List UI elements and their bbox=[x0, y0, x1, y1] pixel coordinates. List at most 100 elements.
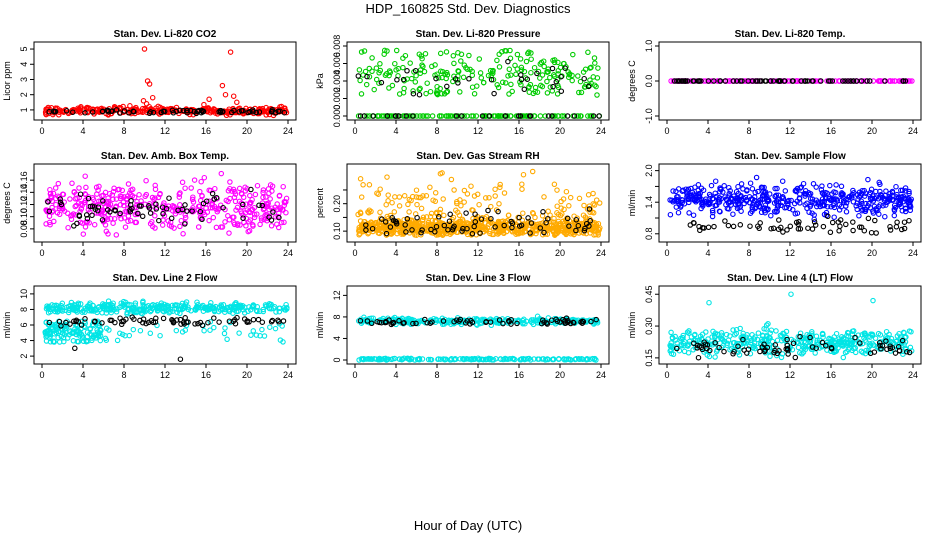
data-point bbox=[383, 319, 389, 326]
y-axis-label: degrees C bbox=[627, 60, 637, 102]
data-point bbox=[382, 219, 389, 225]
data-point bbox=[861, 227, 868, 234]
data-point bbox=[268, 223, 275, 229]
data-point bbox=[175, 306, 182, 312]
data-point bbox=[180, 305, 187, 312]
data-point bbox=[828, 203, 834, 210]
data-point bbox=[125, 181, 132, 187]
data-point bbox=[734, 195, 741, 202]
data-point bbox=[124, 301, 130, 308]
y-tick-label: 1.4 bbox=[644, 196, 654, 209]
data-point bbox=[716, 344, 722, 351]
y-tick-label: 2.0 bbox=[644, 164, 654, 177]
data-point bbox=[757, 348, 763, 355]
data-point bbox=[452, 76, 459, 82]
data-point bbox=[585, 83, 592, 90]
data-point bbox=[840, 78, 846, 84]
data-point bbox=[513, 71, 519, 78]
data-point bbox=[670, 188, 676, 194]
data-point bbox=[256, 202, 262, 209]
data-point bbox=[78, 318, 85, 325]
data-points bbox=[42, 46, 290, 119]
data-point bbox=[107, 209, 113, 215]
data-point bbox=[752, 345, 758, 352]
x-tick-label: 8 bbox=[121, 370, 126, 380]
series-zero-line bbox=[356, 355, 599, 363]
data-point bbox=[556, 356, 562, 363]
data-point bbox=[861, 330, 867, 337]
data-point bbox=[131, 194, 138, 201]
data-point bbox=[736, 340, 743, 347]
data-point bbox=[820, 334, 826, 340]
data-point bbox=[790, 338, 797, 344]
data-point bbox=[507, 356, 513, 362]
data-point bbox=[197, 197, 204, 204]
data-point bbox=[87, 203, 94, 210]
data-point bbox=[401, 320, 407, 326]
data-point bbox=[554, 187, 560, 193]
data-point bbox=[355, 211, 361, 218]
data-point bbox=[557, 319, 563, 325]
data-point bbox=[113, 232, 120, 238]
data-point bbox=[587, 356, 593, 362]
data-point bbox=[439, 321, 446, 328]
data-point bbox=[578, 355, 585, 362]
data-point bbox=[57, 199, 64, 206]
data-point bbox=[71, 318, 77, 325]
data-point bbox=[73, 328, 79, 334]
data-point bbox=[456, 225, 462, 231]
data-point bbox=[804, 205, 810, 212]
data-point bbox=[740, 336, 746, 343]
data-point bbox=[223, 197, 230, 204]
data-point bbox=[365, 209, 371, 215]
data-point bbox=[260, 308, 267, 315]
data-point bbox=[839, 190, 845, 196]
data-point bbox=[379, 216, 385, 222]
y-tick-label: 3 bbox=[19, 77, 29, 82]
data-point bbox=[270, 305, 277, 312]
data-point-outlier bbox=[143, 101, 150, 107]
data-point bbox=[759, 344, 766, 350]
data-point bbox=[197, 208, 204, 215]
data-point bbox=[831, 204, 838, 211]
data-point bbox=[243, 223, 249, 229]
data-point bbox=[204, 307, 211, 313]
data-point bbox=[763, 78, 769, 84]
data-point bbox=[478, 216, 485, 222]
data-point bbox=[246, 319, 252, 325]
data-point bbox=[570, 51, 576, 58]
data-point bbox=[907, 207, 914, 214]
chart-title: Stan. Dev. Li-820 CO2 bbox=[114, 29, 217, 40]
data-point bbox=[902, 78, 909, 84]
data-point bbox=[678, 203, 684, 209]
data-point bbox=[747, 78, 753, 84]
data-point bbox=[811, 219, 818, 225]
data-point bbox=[443, 49, 450, 55]
data-point bbox=[439, 74, 445, 81]
data-point bbox=[79, 333, 86, 339]
data-point bbox=[847, 337, 854, 344]
data-point bbox=[871, 349, 878, 355]
data-point bbox=[730, 211, 736, 217]
data-point bbox=[807, 334, 813, 341]
data-point bbox=[809, 226, 816, 232]
data-point bbox=[507, 47, 513, 54]
data-point bbox=[218, 302, 224, 308]
data-point bbox=[425, 221, 431, 228]
x-tick-label: 20 bbox=[867, 248, 877, 258]
data-point bbox=[462, 320, 469, 326]
data-point bbox=[537, 113, 544, 119]
data-point bbox=[202, 201, 209, 207]
data-point bbox=[211, 307, 218, 314]
data-point bbox=[530, 222, 536, 229]
data-point bbox=[147, 210, 154, 216]
data-point bbox=[120, 298, 127, 305]
data-point bbox=[463, 356, 469, 362]
data-point bbox=[441, 212, 447, 219]
data-point bbox=[46, 213, 53, 219]
data-point bbox=[48, 193, 54, 200]
data-point bbox=[528, 50, 534, 56]
data-point bbox=[502, 47, 508, 54]
data-point bbox=[86, 302, 93, 308]
data-point bbox=[84, 215, 91, 222]
